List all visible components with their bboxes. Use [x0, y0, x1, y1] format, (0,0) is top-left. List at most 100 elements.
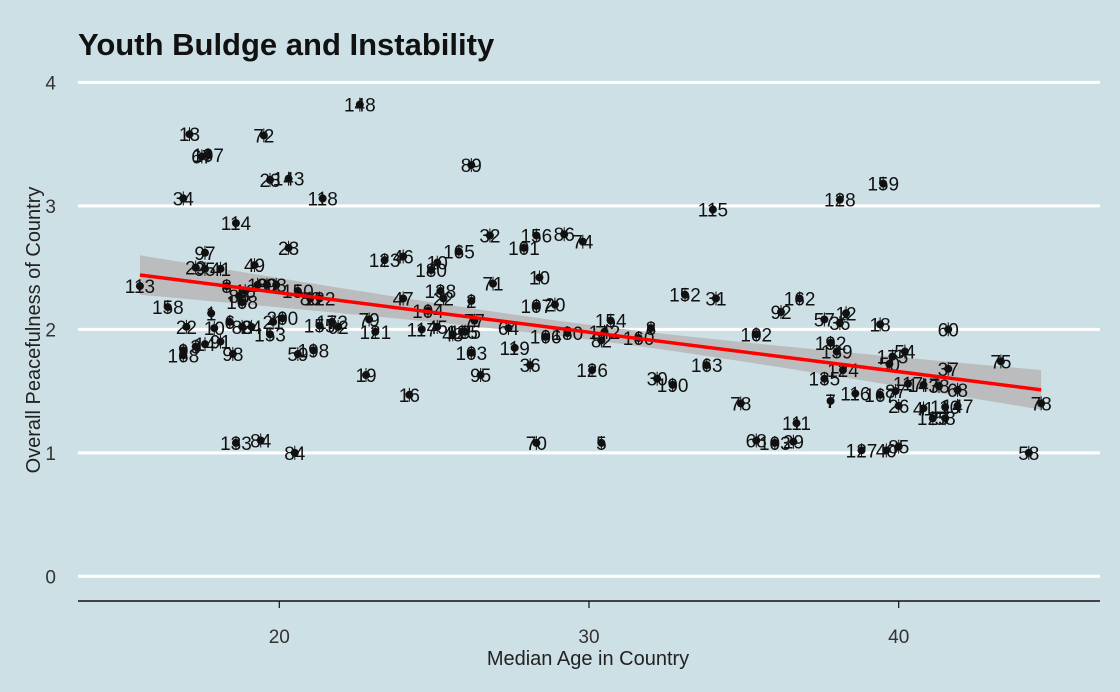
point-label: 58 [1018, 444, 1039, 465]
point-label: 95 [194, 260, 215, 281]
point-label: 3 [190, 338, 201, 359]
point-label: 41 [210, 260, 231, 281]
point-label: 29 [783, 433, 804, 454]
point-label: 154 [595, 312, 627, 333]
point-label: 9 [178, 341, 189, 362]
point-label: 95 [470, 366, 491, 387]
point-label: 6 [224, 313, 235, 334]
point-label: 22 [176, 318, 197, 339]
point-label: 72 [253, 126, 274, 147]
point-label: 70 [526, 434, 547, 455]
point-label: 111 [782, 414, 811, 435]
data-points [135, 97, 1046, 460]
point-label: 126 [576, 361, 608, 382]
point-label: 143 [273, 170, 305, 191]
chart-title: Youth Buldge and Instability [78, 27, 495, 62]
point-label: 10 [204, 319, 225, 340]
point-label: 13 [179, 125, 200, 146]
point-label: 84 [250, 431, 272, 452]
point-label: 152 [669, 286, 701, 307]
point-label: 68 [746, 431, 767, 452]
point-label: 107 [520, 297, 552, 318]
x-tick-label: 20 [269, 627, 290, 648]
point-label: 180 [415, 261, 447, 282]
point-label: 113 [125, 277, 155, 298]
point-label: 67 [191, 147, 212, 168]
point-label: 123 [369, 251, 401, 272]
point-label: 32 [479, 226, 500, 247]
point-label: 41 [913, 399, 934, 420]
point-label: 97 [194, 244, 215, 265]
point-label: 85 [888, 438, 909, 459]
point-label: 133 [220, 434, 252, 455]
point-label: 45 [427, 318, 448, 339]
point-label: 148 [344, 96, 376, 117]
point-label: 2 [466, 292, 477, 313]
y-tick-label: 4 [45, 73, 56, 94]
point-label: 47 [393, 289, 414, 310]
point-label: 163 [691, 356, 723, 377]
point-label: 12 [835, 304, 856, 325]
point-label: 59 [287, 345, 308, 366]
point-label: 190 [657, 376, 689, 397]
point-label: 71 [482, 275, 503, 296]
point-label: 139 [821, 343, 853, 364]
point-label: 60 [938, 320, 959, 341]
point-label: 98 [222, 345, 243, 366]
point-label: 138 [424, 282, 456, 303]
point-label: 28 [259, 171, 280, 192]
point-label: 192 [815, 334, 847, 355]
point-labels: 1131583422916813293107679795141109141869… [125, 96, 1052, 465]
point-label: 7 [825, 392, 836, 413]
point-label: 172 [316, 313, 348, 334]
point-label: 29 [185, 259, 206, 280]
point-label: 106 [530, 328, 562, 349]
point-label: 54 [894, 343, 916, 364]
point-label: 128 [824, 191, 856, 212]
point-label: 79 [359, 310, 380, 331]
point-label: 102 [740, 325, 772, 346]
point-label: 8 [646, 319, 657, 340]
point-label: 153 [254, 325, 286, 346]
point-label: 78 [730, 394, 751, 415]
point-label: 121 [359, 323, 391, 344]
point-label: 5 [596, 434, 607, 455]
point-label: 125 [446, 323, 478, 344]
point-label: 20 [544, 296, 565, 317]
point-label: 23 [278, 239, 299, 260]
point-label: 147 [942, 397, 974, 418]
point-label: 89 [461, 156, 482, 177]
trend-line-group [139, 273, 1042, 392]
point-label: 119 [500, 339, 530, 360]
point-label: 127 [846, 441, 878, 462]
point-label: 40 [876, 441, 897, 462]
point-label: 74 [572, 233, 594, 254]
point-label: 87 [885, 382, 906, 403]
point-label: 38 [928, 377, 949, 398]
point-label: 198 [298, 341, 330, 362]
point-label: 147 [908, 376, 940, 397]
point-label: 46 [393, 247, 414, 268]
point-label: 108 [226, 293, 258, 314]
point-label: 18 [870, 315, 891, 336]
point-label: 86 [554, 225, 575, 246]
point-label: 10 [427, 254, 448, 275]
y-tick-label: 1 [45, 444, 56, 465]
point-label: 200 [267, 309, 299, 330]
point-label: 117 [407, 320, 437, 341]
point-label: 10 [529, 268, 550, 289]
point-label: 167 [864, 386, 896, 407]
point-label: 36 [829, 314, 850, 335]
point-label: 77 [464, 312, 485, 333]
y-tick-label: 2 [45, 320, 56, 341]
point-label: 49 [244, 256, 265, 277]
point-label: 115 [698, 201, 728, 222]
point-label: 82 [591, 331, 612, 352]
point-label: 114 [221, 214, 252, 235]
point-label: 31 [705, 289, 726, 310]
point-label: 107 [192, 146, 224, 167]
point-label: 162 [784, 289, 816, 310]
point-label: 105 [449, 323, 481, 344]
point-label: 110 [930, 398, 960, 419]
